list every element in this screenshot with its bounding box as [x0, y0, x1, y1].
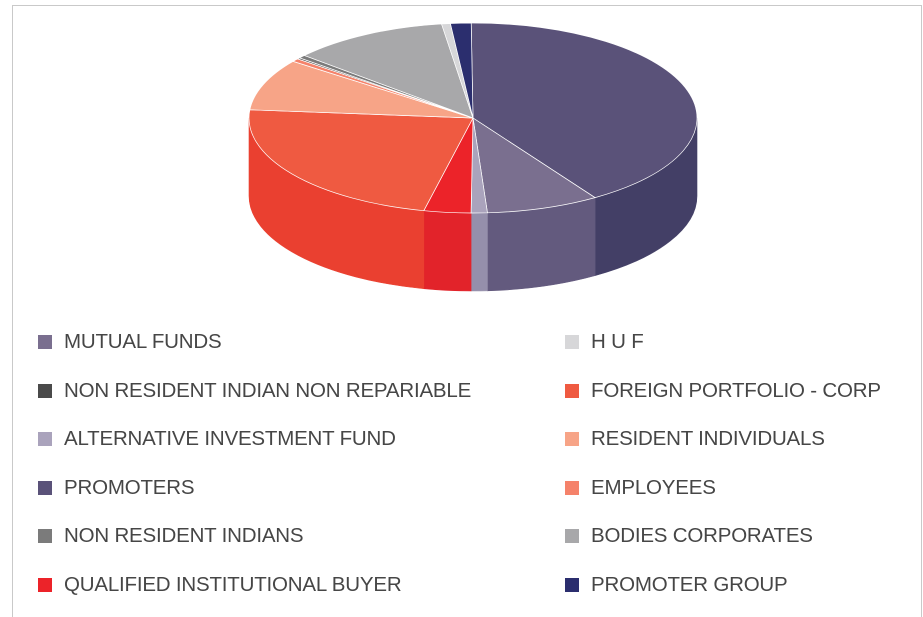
legend-swatch — [565, 529, 579, 543]
legend-swatch — [38, 529, 52, 543]
legend-label: BODIES CORPORATES — [591, 524, 813, 547]
legend-label: EMPLOYEES — [591, 475, 716, 499]
legend-label: H U F — [591, 330, 644, 353]
legend-item-non-resident-indians: NON RESIDENT INDIANS — [38, 518, 565, 554]
legend-label: PROMOTER GROUP — [591, 572, 788, 596]
legend-item-huf: H U F — [565, 324, 918, 360]
legend-item-bodies-corporates: BODIES CORPORATES — [565, 518, 918, 554]
legend: MUTUAL FUNDS H U F NON RESIDENT INDIAN N… — [38, 324, 918, 614]
legend-item-promoters: PROMOTERS — [38, 470, 565, 506]
legend-item-qualified-institutional-buyer: QUALIFIED INSTITUTIONAL BUYER — [38, 567, 565, 603]
legend-swatch — [565, 335, 579, 349]
legend-swatch — [565, 577, 579, 592]
legend-item-alternative-investment-fund: ALTERNATIVE INVESTMENT FUND — [38, 421, 565, 457]
pie-side-qualified-institutional-buyer — [423, 210, 472, 292]
legend-label: NON RESIDENT INDIANS — [64, 524, 304, 547]
pie-slice-resident-individuals — [249, 60, 474, 119]
legend-item-employees: EMPLOYEES — [565, 470, 918, 506]
legend-swatch — [38, 432, 52, 446]
legend-swatch — [565, 480, 579, 495]
legend-label: QUALIFIED INSTITUTIONAL BUYER — [64, 572, 402, 596]
legend-swatch — [565, 432, 579, 446]
pie-sides — [248, 117, 698, 292]
pie-slice-mutual-funds — [472, 117, 596, 214]
legend-item-resident-individuals: RESIDENT INDIVIDUALS — [565, 421, 918, 457]
legend-swatch — [38, 383, 52, 398]
legend-item-promoter-group: PROMOTER GROUP — [565, 567, 918, 603]
pie-tops — [248, 22, 698, 214]
pie-slice-bodies-corporates — [303, 23, 474, 119]
legend-label: PROMOTERS — [64, 475, 195, 499]
legend-label: ALTERNATIVE INVESTMENT FUND — [64, 427, 396, 450]
legend-label: MUTUAL FUNDS — [64, 330, 222, 353]
legend-item-mutual-funds: MUTUAL FUNDS — [38, 324, 565, 360]
legend-label: NON RESIDENT INDIAN NON REPARIABLE — [64, 378, 472, 402]
legend-label: RESIDENT INDIVIDUALS — [591, 427, 825, 450]
pie-chart — [248, 22, 698, 292]
legend-swatch — [38, 577, 52, 592]
legend-swatch — [38, 335, 52, 349]
legend-item-foreign-portfolio-corp: FOREIGN PORTFOLIO - CORP — [565, 373, 918, 409]
pie-slice-promoters — [470, 22, 698, 199]
pie-slice-promoter-group — [449, 22, 474, 119]
legend-swatch — [38, 480, 52, 495]
legend-label: FOREIGN PORTFOLIO - CORP — [591, 378, 881, 402]
pie-slice-foreign-portfolio-corp — [248, 109, 474, 212]
pie-side-alternative-investment-fund — [470, 212, 488, 292]
legend-swatch — [565, 383, 579, 398]
legend-item-non-resident-indian-non-repariable: NON RESIDENT INDIAN NON REPARIABLE — [38, 373, 565, 409]
